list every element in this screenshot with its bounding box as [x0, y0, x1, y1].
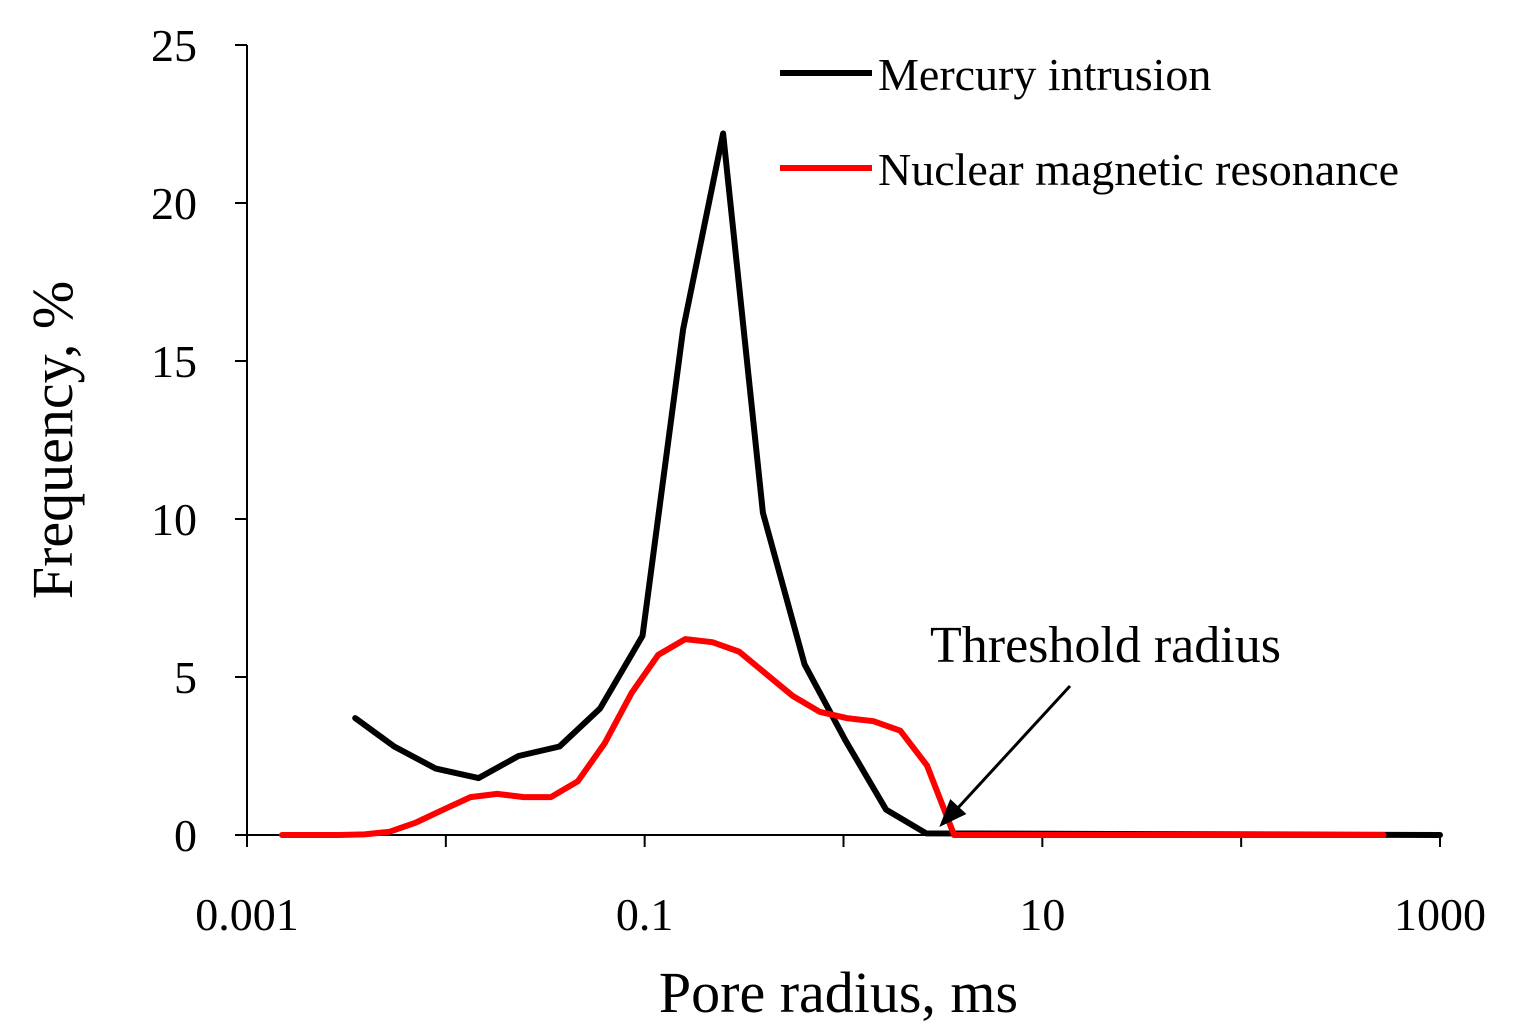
series-line-nmr	[279, 636, 1387, 838]
x-tick-label: 0.1	[616, 889, 674, 940]
y-axis-title: Frequency, %	[20, 281, 85, 599]
y-tick-label: 5	[174, 652, 197, 703]
y-tick-label: 25	[151, 20, 197, 71]
annotation-threshold-radius: Threshold radius	[930, 617, 1281, 674]
legend: Mercury intrusion Nuclear magnetic resona…	[780, 49, 1399, 195]
axes: 0 5 10 15 20 25 0.001 0.1 10 1000 Pore radius, ms F…	[20, 20, 1486, 1025]
x-axis-title: Pore radius, ms	[659, 960, 1018, 1025]
x-tick-label: 10	[1019, 889, 1065, 940]
annotation-arrow-line	[952, 684, 1072, 815]
y-tick-label: 10	[151, 494, 197, 545]
y-tick-label: 15	[151, 336, 197, 387]
x-tick-label: 0.001	[195, 889, 299, 940]
legend-label-nmr: Nuclear magnetic resonance	[878, 144, 1399, 195]
y-tick-label: 20	[151, 178, 197, 229]
annotation-arrowhead	[939, 798, 967, 827]
legend-label-mercury-intrusion: Mercury intrusion	[878, 49, 1211, 100]
series-line-mercury-intrusion	[352, 130, 1443, 838]
annotation: Threshold radius	[930, 617, 1281, 827]
series-layer	[279, 130, 1443, 838]
y-tick-label: 0	[174, 810, 197, 861]
x-tick-label: 1000	[1394, 889, 1486, 940]
